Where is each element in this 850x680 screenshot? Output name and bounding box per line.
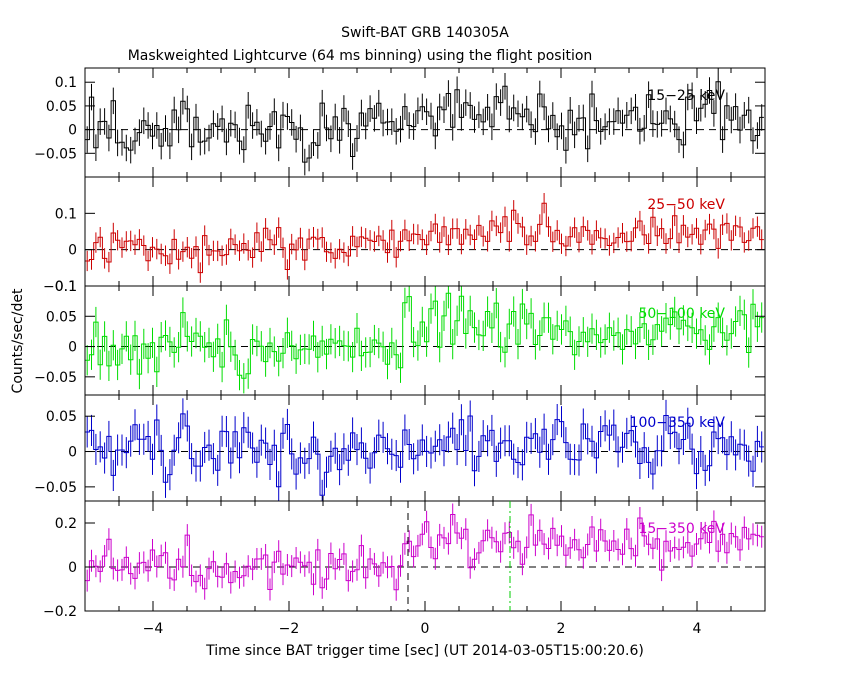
band-label: 15−25 keV: [647, 88, 725, 104]
x-tick-label: 2: [557, 621, 566, 637]
lightcurve-series: [85, 514, 764, 591]
y-tick-label: 0.05: [46, 309, 77, 325]
panel-frame: [84, 176, 766, 287]
y-tick-label: −0.2: [43, 604, 77, 620]
y-tick-label: −0.05: [34, 146, 77, 162]
chart-subtitle: Maskweighted Lightcurve (64 ms binning) …: [128, 48, 593, 64]
y-tick-label: 0: [68, 560, 77, 576]
y-tick-label: 0: [68, 243, 77, 259]
y-tick-label: 0.1: [55, 75, 77, 91]
lightcurve-series: [85, 81, 764, 163]
y-tick-label: 0.2: [55, 516, 77, 532]
panel-2: −0.1 0 0.1 25−50 keV: [43, 176, 766, 295]
x-tick-label: −2: [279, 621, 300, 637]
panel-5: −0.2 0 0.2 15−350 keV: [43, 500, 766, 620]
y-tick-label: 0.1: [55, 206, 77, 222]
y-tick-label: 0.1: [55, 279, 77, 295]
panel-1: −0.05 0 0.05 0.1 15−25 keV: [34, 67, 766, 178]
y-tick-label: 0: [68, 123, 77, 139]
band-label: 25−50 keV: [647, 197, 725, 213]
panel-3: −0.05 0 0.05 0.1 50−100 keV: [34, 279, 766, 396]
y-tick-label: −0.1: [43, 279, 77, 295]
panel-frame: [84, 500, 766, 612]
y-tick-label: −0.05: [34, 370, 77, 386]
panel-frame: [84, 67, 766, 178]
y-axis-label: Counts/sec/det: [10, 288, 26, 393]
panel-4: −0.05 0 0.05 100−350 keV: [34, 394, 766, 502]
y-tick-label: 0.05: [46, 409, 77, 425]
x-axis-label: Time since BAT trigger time [sec] (UT 20…: [205, 643, 644, 659]
x-tick-label: −4: [143, 621, 164, 637]
band-label: 15−350 keV: [638, 521, 725, 537]
y-tick-label: 0: [68, 340, 77, 356]
lightcurve-series: [85, 413, 764, 496]
x-tick-label: 0: [421, 621, 430, 637]
y-tick-label: −0.05: [34, 480, 77, 496]
y-tick-label: 0: [68, 445, 77, 461]
x-tick-label: 4: [693, 621, 702, 637]
lightcurve-series: [85, 202, 764, 274]
chart-title: Swift-BAT GRB 140305A: [341, 25, 509, 41]
y-tick-label: 0.05: [46, 99, 77, 115]
band-label: 100−350 keV: [630, 415, 726, 431]
band-label: 50−100 keV: [638, 306, 725, 322]
lightcurve-series: [85, 292, 764, 379]
